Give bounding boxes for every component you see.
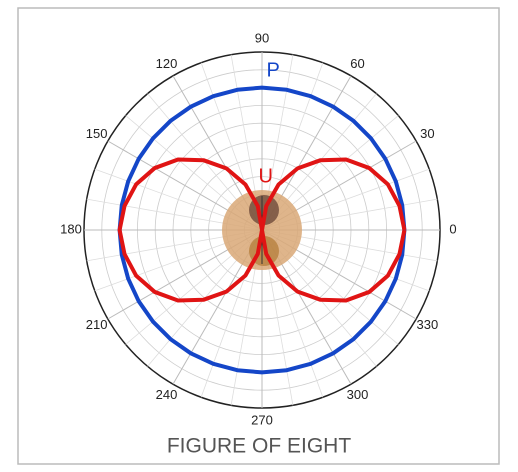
angle-tick-label: 0 (449, 221, 456, 236)
angle-tick-label: 90 (255, 30, 269, 45)
series-label: U (258, 166, 272, 188)
series-layer: PU (117, 59, 407, 375)
angle-tick-label: 150 (86, 126, 108, 141)
angle-tick-label: 60 (350, 56, 364, 71)
chart-title: FIGURE OF EIGHT (167, 435, 352, 458)
angle-tick-label: 330 (417, 317, 439, 332)
angle-tick-label: 180 (60, 221, 82, 236)
angle-tick-label: 210 (86, 317, 108, 332)
angle-tick-label: 270 (251, 412, 273, 427)
angle-tick-label: 300 (347, 387, 369, 402)
angle-tick-label: 240 (156, 387, 178, 402)
series-line (117, 157, 407, 303)
angle-tick-label: 30 (420, 126, 434, 141)
angle-tick-label: 120 (156, 56, 178, 71)
series-label: P (266, 59, 279, 81)
